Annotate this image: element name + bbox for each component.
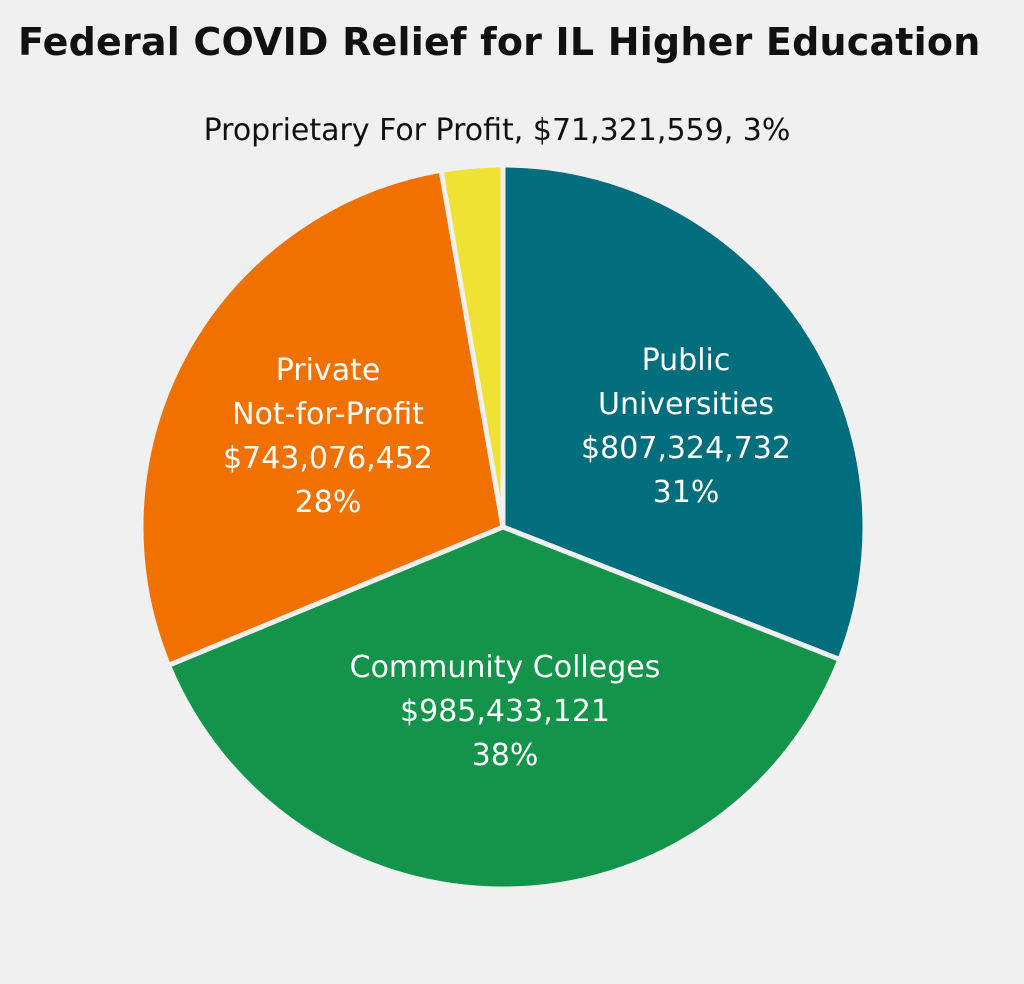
pie-slice-community-colleges <box>165 524 843 892</box>
pie-slice-public-universities <box>500 162 868 663</box>
chart-title: Federal COVID Relief for IL Higher Educa… <box>18 20 981 64</box>
pie-slice-private-not-for-profit <box>138 167 506 668</box>
slice-label-private-not-for-profit: Private Not-for-Profit $743,076,452 28% <box>223 353 433 520</box>
pie-slice-proprietary-for-profit <box>438 162 506 530</box>
slice-label-proprietary-for-profit: Proprietary For Profit, $71,321,559, 3% <box>204 113 791 148</box>
slice-label-public-universities: Public Universities $807,324,732 31% <box>581 343 791 510</box>
slice-label-community-colleges: Community Colleges $985,433,121 38% <box>350 650 661 773</box>
